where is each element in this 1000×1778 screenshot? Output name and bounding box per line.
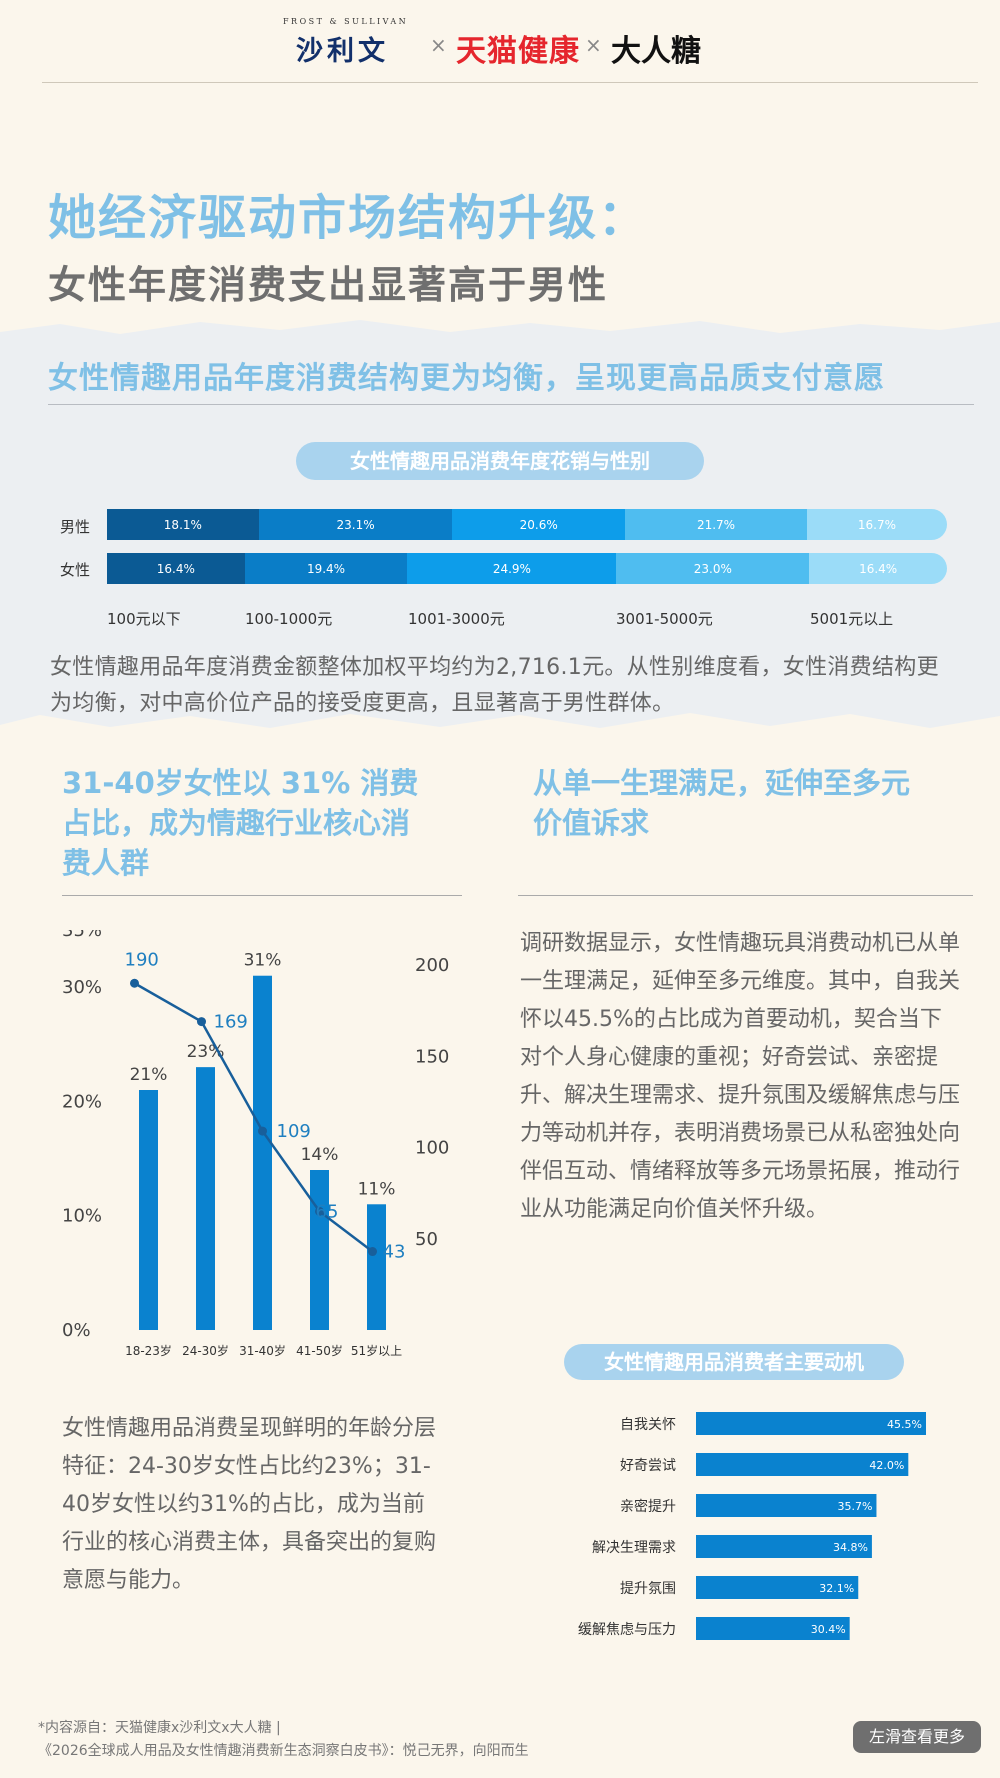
line-point-label: 65 xyxy=(316,1201,339,1222)
line-point xyxy=(368,1247,377,1257)
stacked-row-male: 18.1% 23.1% 20.6% 21.7% 16.7% xyxy=(107,509,947,540)
bin-label: 1001-3000元 xyxy=(408,610,505,628)
age-bar xyxy=(253,975,272,1330)
stacked-segment: 16.7% xyxy=(806,509,947,540)
motive-label: 解决生理需求 xyxy=(592,1540,676,1556)
y-right-tick: 150 xyxy=(415,1046,449,1067)
motive-label: 亲密提升 xyxy=(620,1498,676,1515)
times-mark-2: × xyxy=(585,33,602,57)
line-point-label: 43 xyxy=(383,1242,406,1263)
y-right-tick: 50 xyxy=(415,1229,438,1250)
y-right-tick: 200 xyxy=(415,955,449,976)
line-point-label: 109 xyxy=(277,1121,311,1142)
stacked-segment: 19.4% xyxy=(244,553,408,584)
y-left-tick: 30% xyxy=(62,977,102,998)
right-divider xyxy=(518,895,973,896)
motive-value-label: 42.0% xyxy=(869,1459,904,1472)
motive-value-label: 32.1% xyxy=(819,1582,854,1595)
row-label-female: 女性 xyxy=(60,561,91,579)
daren-tang-logo: 大人糖 xyxy=(611,34,701,69)
tmall-health-logo: 天猫健康 xyxy=(456,34,580,69)
age-bar-label: 31% xyxy=(244,951,282,971)
age-bar-label: 21% xyxy=(130,1065,168,1085)
age-bar-label: 14% xyxy=(301,1145,339,1165)
motive-chart-title: 女性情趣用品消费者主要动机 xyxy=(564,1344,904,1380)
age-category-label: 41-50岁 xyxy=(296,1343,343,1358)
age-bar xyxy=(139,1090,158,1330)
y-left-tick: 35% xyxy=(62,930,102,941)
left-divider xyxy=(62,895,462,896)
page-subtitle: 女性年度消费支出显著高于男性 xyxy=(48,263,609,307)
band-headline: 女性情趣用品年度消费结构更为均衡，呈现更高品质支付意愿 xyxy=(48,361,885,396)
age-bar xyxy=(196,1067,215,1330)
y-left-tick: 10% xyxy=(62,1206,102,1227)
y-left-tick: 0% xyxy=(62,1320,91,1341)
times-mark-1: × xyxy=(430,33,447,57)
bin-label: 100-1000元 xyxy=(245,610,333,628)
header-divider xyxy=(42,82,978,83)
source-note-line1: *内容源自：天猫健康x沙利文x大人糖 | xyxy=(38,1720,281,1736)
age-category-label: 51岁以上 xyxy=(351,1343,402,1358)
stacked-segment: 24.9% xyxy=(407,553,617,584)
motive-bar xyxy=(696,1535,872,1558)
motive-value-label: 34.8% xyxy=(833,1541,868,1554)
bin-label: 5001元以上 xyxy=(810,610,894,628)
line-point xyxy=(258,1126,267,1136)
age-bar xyxy=(310,1170,329,1330)
line-point-label: 190 xyxy=(125,949,159,970)
stacked-chart-title: 女性情趣用品消费年度花销与性别 xyxy=(296,442,704,480)
stacked-segment: 21.7% xyxy=(625,509,807,540)
page-title: 她经济驱动市场结构升级： xyxy=(48,190,649,246)
y-left-tick: 20% xyxy=(62,1091,102,1112)
motive-bar-chart: 自我关怀 45.5% 好奇尝试 42.0% 亲密提升 35.7% 解决生理需求 34.8% 提升… xyxy=(578,1412,926,1640)
age-bar-label: 11% xyxy=(358,1179,396,1199)
motive-bar xyxy=(696,1494,877,1517)
bin-label: 3001-5000元 xyxy=(616,610,713,628)
line-point xyxy=(315,1206,324,1216)
motive-value-label: 35.7% xyxy=(838,1500,873,1513)
bin-label: 100元以下 xyxy=(107,610,181,628)
age-combo-chart: 0%10%20%30%35%5010015020021%18-23岁23%24-… xyxy=(62,930,449,1358)
motive-bar xyxy=(696,1412,926,1435)
line-point xyxy=(130,978,139,988)
right-description: 调研数据显示，女性情趣玩具消费动机已从单一生理满足，延伸至多元维度。其中，自我关… xyxy=(520,931,961,1222)
frost-sullivan-logo-subtext: FROST & SULLIVAN xyxy=(283,17,409,26)
row-label-male: 男性 xyxy=(60,518,91,536)
band-description: 女性情趣用品年度消费金额整体加权平均约为2,716.1元。从性别维度看，女性消费… xyxy=(50,655,939,716)
motive-label: 好奇尝试 xyxy=(620,1457,676,1474)
left-description: 女性情趣用品消费呈现鲜明的年龄分层特征：24-30岁女性占比约23%；31-40… xyxy=(62,1416,437,1593)
y-right-tick: 100 xyxy=(415,1138,449,1159)
motive-label: 自我关怀 xyxy=(620,1417,676,1433)
age-category-label: 18-23岁 xyxy=(125,1343,172,1358)
swipe-more-button[interactable]: 左滑查看更多 xyxy=(853,1721,981,1753)
band-divider xyxy=(48,404,974,405)
age-category-label: 24-30岁 xyxy=(182,1343,229,1358)
stacked-segment: 16.4% xyxy=(107,553,245,584)
age-category-label: 31-40岁 xyxy=(239,1343,286,1358)
motive-bar xyxy=(696,1453,909,1476)
stacked-segment: 18.1% xyxy=(107,509,259,540)
age-bar xyxy=(367,1204,386,1330)
stacked-segment: 23.1% xyxy=(258,509,453,540)
right-headline: 从单一生理满足，延伸至多元价值诉求 xyxy=(533,766,911,840)
stacked-row-female: 16.4% 19.4% 24.9% 23.0% 16.4% xyxy=(107,553,947,584)
motive-value-label: 30.4% xyxy=(811,1623,846,1636)
motive-bar xyxy=(696,1617,850,1640)
stacked-segment: 23.0% xyxy=(616,553,810,584)
motive-value-label: 45.5% xyxy=(887,1418,922,1431)
stacked-segment: 16.4% xyxy=(809,553,947,584)
motive-bar xyxy=(696,1576,859,1599)
left-headline: 31-40岁女性以 31% 消费占比，成为情趣行业核心消费人群 xyxy=(62,766,419,880)
motive-label: 提升氛围 xyxy=(620,1581,676,1597)
motive-label: 缓解焦虑与压力 xyxy=(578,1622,676,1638)
frost-sullivan-logo: 沙利文 xyxy=(296,36,389,67)
line-point xyxy=(197,1017,206,1027)
stacked-segment: 20.6% xyxy=(452,509,626,540)
source-note-line2: 《2026全球成人用品及女性情趣消费新生态洞察白皮书》：悦己无界，向阳而生 xyxy=(38,1743,529,1759)
line-point-label: 169 xyxy=(214,1012,248,1033)
